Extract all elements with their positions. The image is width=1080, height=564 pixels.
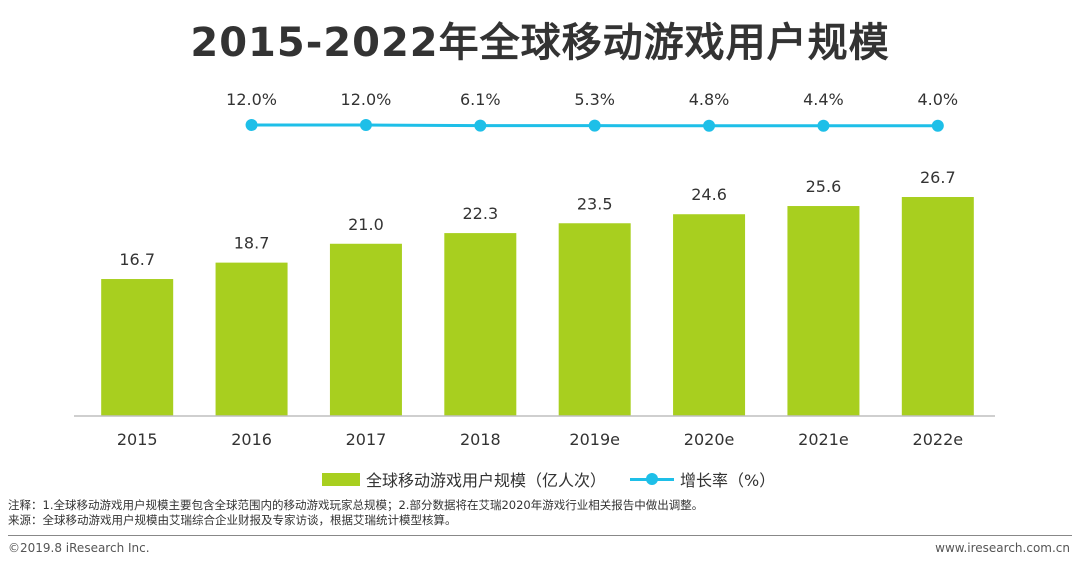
bar-2020e <box>673 214 746 416</box>
bar-2019e <box>558 223 631 416</box>
growth-label-2022e: 4.0% <box>917 90 958 109</box>
bar-value-label-2020e: 24.6 <box>691 185 727 204</box>
growth-point-2020e <box>703 119 716 132</box>
bar-2017 <box>329 243 402 416</box>
copyright: ©2019.8 iResearch Inc. <box>8 541 150 555</box>
growth-point-2019e <box>588 119 601 132</box>
category-label-2022e: 2022e <box>913 430 964 449</box>
bar-2018 <box>444 233 517 416</box>
legend-bar-label: 全球移动游戏用户规模（亿人次） <box>366 471 607 490</box>
bar-2016 <box>215 262 288 416</box>
chart-svg: 16.7 2015 18.7 2016 21.0 2017 22.3 2018 23.5 2019… <box>74 90 995 449</box>
bar-value-label-2021e: 25.6 <box>806 177 842 196</box>
category-label-2016: 2016 <box>231 430 272 449</box>
bar-value-label-2016: 18.7 <box>234 234 270 253</box>
note-text: 注释：1.全球移动游戏用户规模主要包含全球范围内的移动游戏玩家总规模；2.部分数… <box>8 498 704 512</box>
category-label-2019e: 2019e <box>569 430 620 449</box>
notes: 注释：1.全球移动游戏用户规模主要包含全球范围内的移动游戏玩家总规模；2.部分数… <box>8 498 703 528</box>
growth-point-2021e <box>817 119 830 132</box>
growth-point-2022e <box>931 119 944 132</box>
legend-line-label: 增长率（%） <box>680 471 776 490</box>
legend-line-swatch <box>630 472 674 486</box>
bar-value-label-2022e: 26.7 <box>920 168 956 187</box>
website-link[interactable]: www.iresearch.com.cn <box>935 541 1070 555</box>
growth-point-2017 <box>359 119 372 131</box>
bar-2021e <box>787 206 860 416</box>
growth-label-2021e: 4.4% <box>803 90 844 109</box>
growth-label-2018: 6.1% <box>460 90 501 109</box>
growth-point-2018 <box>474 119 487 132</box>
category-label-2021e: 2021e <box>798 430 849 449</box>
category-label-2017: 2017 <box>346 430 387 449</box>
chart-title: 2015-2022年全球移动游戏用户规模 <box>190 20 890 66</box>
growth-label-2020e: 4.8% <box>689 90 730 109</box>
bar-value-label-2019e: 23.5 <box>577 194 613 213</box>
bar-value-label-2015: 16.7 <box>119 250 155 269</box>
bar-2022e <box>901 197 974 416</box>
growth-label-2017: 12.0% <box>341 90 392 109</box>
legend-item-users: 全球移动游戏用户规模（亿人次） <box>322 466 606 492</box>
growth-point-2016 <box>245 119 258 131</box>
growth-label-2019e: 5.3% <box>574 90 615 109</box>
legend-item-growth: 增长率（%） <box>630 466 775 492</box>
bar-2015 <box>101 279 174 416</box>
legend-bar-swatch <box>322 472 360 486</box>
category-label-2018: 2018 <box>460 430 501 449</box>
growth-label-2016: 12.0% <box>226 90 277 109</box>
legend: 全球移动游戏用户规模（亿人次） 增长率（%） <box>0 466 1080 492</box>
source-text: 来源：全球移动游戏用户规模由艾瑞综合企业财报及专家访谈，根据艾瑞统计模型核算。 <box>8 513 457 527</box>
bar-value-label-2018: 22.3 <box>463 204 499 223</box>
category-label-2015: 2015 <box>117 430 158 449</box>
footer-divider <box>8 535 1072 536</box>
category-label-2020e: 2020e <box>684 430 735 449</box>
bar-value-label-2017: 21.0 <box>348 215 384 234</box>
